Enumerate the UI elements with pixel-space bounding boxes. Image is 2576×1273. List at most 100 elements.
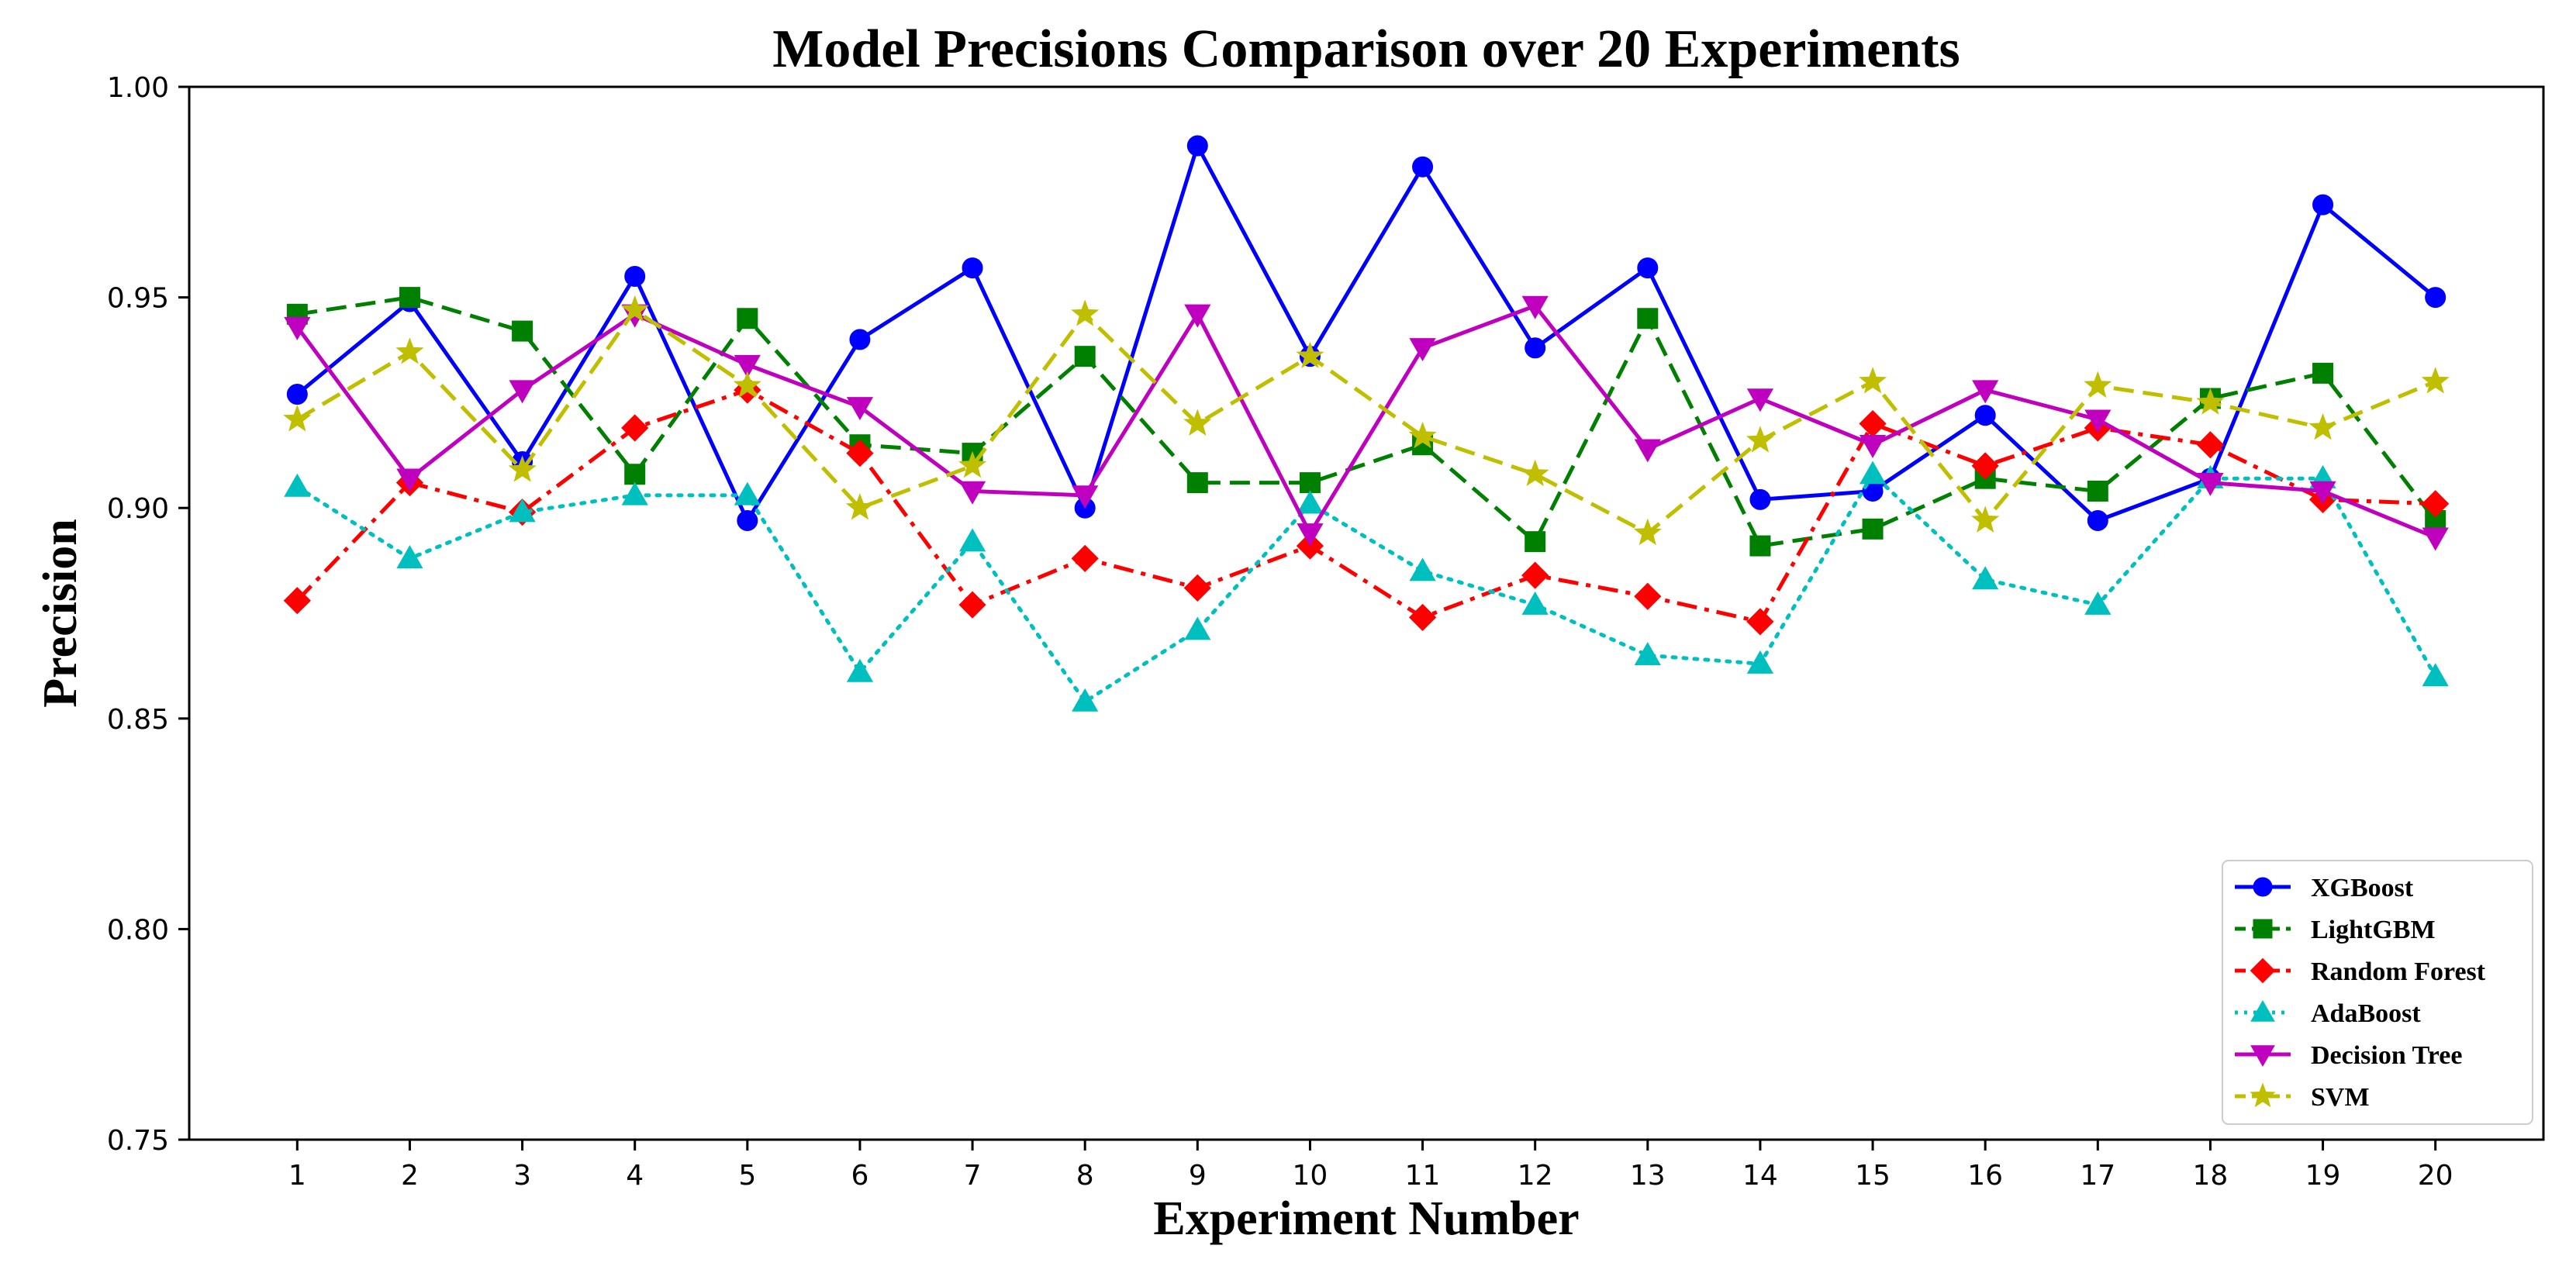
data-point-adaboost-2 xyxy=(396,545,423,569)
y-axis-label: Precision xyxy=(34,519,87,707)
legend: XGBoost LightGBM Random Forest AdaBoost Deci… xyxy=(2222,860,2533,1125)
data-point-decision-tree-14 xyxy=(1746,388,1774,412)
data-point-lightgbm-3 xyxy=(512,320,534,342)
data-point-svm-20 xyxy=(2421,367,2450,394)
data-point-random-forest-6 xyxy=(846,439,874,467)
x-tick-label-5: 5 xyxy=(738,1160,756,1192)
legend-label-random-forest: Random Forest xyxy=(2311,957,2486,986)
legend-label-lightgbm: LightGBM xyxy=(2311,916,2436,944)
data-point-random-forest-13 xyxy=(1634,582,1662,610)
data-point-adaboost-17 xyxy=(2084,591,2112,615)
x-tick-label-3: 3 xyxy=(513,1160,531,1192)
data-point-adaboost-7 xyxy=(958,528,986,552)
legend-entry-random-forest: Random Forest xyxy=(2235,957,2486,986)
data-point-decision-tree-7 xyxy=(958,481,986,505)
data-point-xgboost-17 xyxy=(2087,509,2108,531)
data-point-svm-7 xyxy=(958,450,987,478)
data-point-random-forest-9 xyxy=(1183,574,1211,602)
data-point-xgboost-7 xyxy=(962,257,983,279)
data-point-random-forest-8 xyxy=(1071,544,1099,572)
x-tick-label-11: 11 xyxy=(1405,1160,1441,1192)
series-line-svm xyxy=(296,308,2436,536)
data-point-xgboost-5 xyxy=(737,509,758,531)
data-point-adaboost-1 xyxy=(284,473,311,497)
data-point-svm-5 xyxy=(733,371,761,398)
data-point-adaboost-15 xyxy=(1859,461,1887,485)
series-line-lightgbm xyxy=(296,295,2437,548)
data-point-lightgbm-17 xyxy=(2087,480,2108,502)
legend-marker-decision-tree xyxy=(2250,1045,2275,1068)
data-point-svm-18 xyxy=(2196,388,2225,415)
series-layer xyxy=(283,135,2450,712)
data-point-svm-10 xyxy=(1296,341,1324,368)
x-tick-label-10: 10 xyxy=(1293,1160,1328,1192)
data-point-lightgbm-10 xyxy=(1299,472,1321,494)
data-point-decision-tree-15 xyxy=(1859,435,1887,458)
legend-entry-decision-tree: Decision Tree xyxy=(2235,1041,2462,1070)
series-line-adaboost xyxy=(295,472,2438,704)
legend-entry-svm: SVM xyxy=(2235,1082,2370,1112)
x-tick-label-2: 2 xyxy=(401,1160,419,1192)
data-point-decision-tree-11 xyxy=(1409,338,1436,362)
data-point-decision-tree-17 xyxy=(2084,409,2112,433)
series-adaboost xyxy=(284,461,2449,712)
x-tick-label-4: 4 xyxy=(626,1160,644,1192)
data-point-decision-tree-12 xyxy=(1521,295,1549,319)
x-tick-label-15: 15 xyxy=(1855,1160,1891,1192)
data-point-adaboost-13 xyxy=(1634,642,1661,666)
x-tick-label-14: 14 xyxy=(1742,1160,1778,1192)
legend-entry-adaboost: AdaBoost xyxy=(2235,999,2421,1028)
data-point-decision-tree-2 xyxy=(396,468,423,492)
data-point-lightgbm-8 xyxy=(1074,346,1096,367)
x-tick-label-20: 20 xyxy=(2418,1160,2453,1192)
legend-label-svm: SVM xyxy=(2311,1083,2370,1112)
data-point-adaboost-12 xyxy=(1521,591,1549,615)
data-point-lightgbm-14 xyxy=(1749,535,1771,557)
data-point-random-forest-1 xyxy=(283,587,311,615)
x-tick-label-16: 16 xyxy=(1967,1160,2003,1192)
x-tick-label-13: 13 xyxy=(1630,1160,1666,1192)
data-point-svm-15 xyxy=(1859,367,1887,394)
x-tick-label-8: 8 xyxy=(1076,1160,1094,1192)
legend-label-decision-tree: Decision Tree xyxy=(2311,1041,2462,1070)
data-point-lightgbm-2 xyxy=(399,287,420,309)
x-tick-label-6: 6 xyxy=(851,1160,868,1192)
data-point-svm-2 xyxy=(395,337,424,364)
data-point-lightgbm-5 xyxy=(737,308,758,329)
data-point-adaboost-20 xyxy=(2422,663,2449,687)
plot-frame xyxy=(188,85,2545,1141)
data-point-svm-14 xyxy=(1746,426,1774,453)
data-point-adaboost-5 xyxy=(734,481,761,505)
data-point-svm-16 xyxy=(1971,505,2000,533)
x-tick-label-1: 1 xyxy=(288,1160,306,1192)
data-point-xgboost-20 xyxy=(2425,287,2447,309)
data-point-xgboost-16 xyxy=(1974,405,1996,426)
data-point-svm-1 xyxy=(283,405,312,432)
data-point-decision-tree-20 xyxy=(2422,527,2449,551)
y-tick-label-0.95: 0.95 xyxy=(107,283,169,315)
data-point-adaboost-14 xyxy=(1746,650,1774,674)
y-tick-label-1.00: 1.00 xyxy=(107,72,169,104)
x-tick-label-17: 17 xyxy=(2080,1160,2115,1192)
y-axis-ticks: 0.75 0.80 0.85 0.90 0.95 1.00 xyxy=(107,72,189,1157)
data-point-svm-4 xyxy=(620,295,649,323)
data-point-svm-6 xyxy=(845,493,874,520)
data-point-adaboost-11 xyxy=(1409,557,1436,581)
series-svm xyxy=(283,295,2450,546)
data-point-lightgbm-12 xyxy=(1525,531,1546,553)
data-point-decision-tree-1 xyxy=(284,316,311,340)
data-point-xgboost-4 xyxy=(624,265,646,287)
data-point-svm-13 xyxy=(1633,518,1662,546)
data-point-random-forest-20 xyxy=(2422,490,2450,518)
data-point-adaboost-8 xyxy=(1072,688,1099,712)
legend-label-xgboost: XGBoost xyxy=(2311,874,2414,902)
data-point-xgboost-11 xyxy=(1412,156,1434,178)
data-point-decision-tree-5 xyxy=(734,354,761,378)
data-point-xgboost-12 xyxy=(1525,337,1546,359)
data-point-xgboost-19 xyxy=(2312,194,2334,216)
data-point-random-forest-7 xyxy=(958,591,986,619)
chart-title: Model Precisions Comparison over 20 Expe… xyxy=(772,19,1960,79)
legend-marker-adaboost xyxy=(2250,999,2275,1022)
